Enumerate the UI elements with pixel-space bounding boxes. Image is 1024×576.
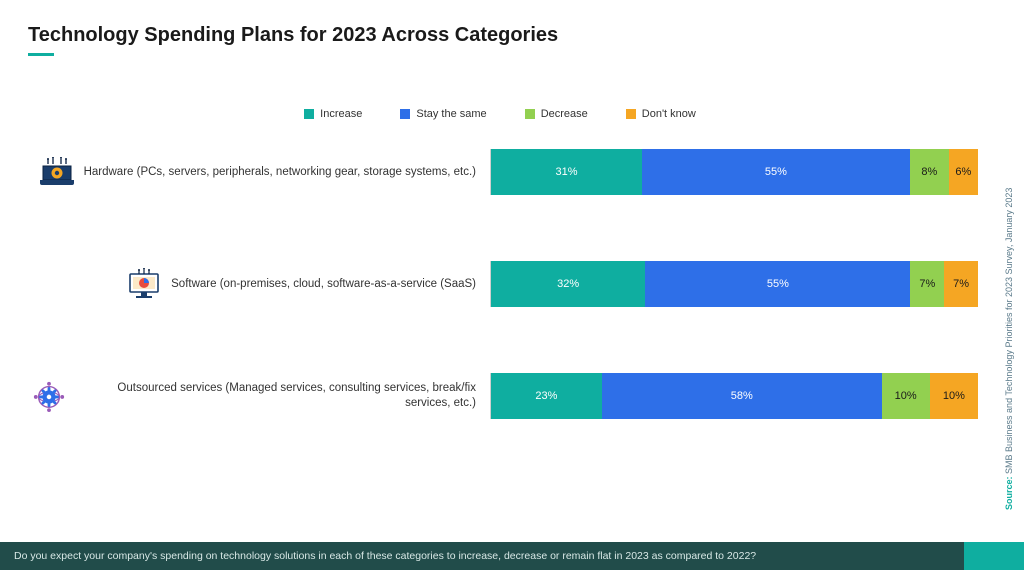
- row-label-text: Outsourced services (Managed services, c…: [76, 381, 476, 411]
- bar-segment: 7%: [910, 261, 944, 307]
- bar-segment: 58%: [602, 373, 882, 419]
- legend-item: Increase: [304, 108, 362, 120]
- chart-area: Hardware (PCs, servers, peripherals, net…: [28, 140, 978, 476]
- bar-segment: 10%: [930, 373, 978, 419]
- bar-segment: 7%: [944, 261, 978, 307]
- laptop-icon: [40, 155, 74, 189]
- bar-segment: 31%: [491, 149, 642, 195]
- title-underline: [28, 53, 54, 56]
- bar-segment: 55%: [645, 261, 910, 307]
- stacked-bar: 31%55%8%6%: [491, 149, 978, 195]
- stacked-bar: 23%58%10%10%: [491, 373, 978, 419]
- bar-segment: 55%: [642, 149, 910, 195]
- legend-label: Decrease: [541, 108, 588, 120]
- chart-row: Hardware (PCs, servers, peripherals, net…: [28, 140, 978, 204]
- footer-question: Do you expect your company's spending on…: [0, 542, 964, 570]
- legend-item: Decrease: [525, 108, 588, 120]
- globe-gear-icon: [32, 379, 66, 413]
- legend-label: Stay the same: [416, 108, 486, 120]
- row-label: Hardware (PCs, servers, peripherals, net…: [28, 155, 490, 189]
- monitor-icon: [127, 267, 161, 301]
- bar-wrap: 23%58%10%10%: [490, 373, 978, 419]
- bar-wrap: 32%55%7%7%: [490, 261, 978, 307]
- bar-segment: 23%: [491, 373, 602, 419]
- legend-swatch: [525, 109, 535, 119]
- bar-segment: 6%: [949, 149, 978, 195]
- legend: Increase Stay the same Decrease Don't know: [0, 108, 1000, 120]
- legend-item: Stay the same: [400, 108, 486, 120]
- row-label-text: Software (on-premises, cloud, software-a…: [171, 277, 476, 292]
- title-area: Technology Spending Plans for 2023 Acros…: [28, 24, 558, 56]
- bar-segment: 32%: [491, 261, 645, 307]
- chart-title: Technology Spending Plans for 2023 Acros…: [28, 24, 558, 47]
- row-label: Outsourced services (Managed services, c…: [28, 379, 490, 413]
- chart-row: Software (on-premises, cloud, software-a…: [28, 252, 978, 316]
- footer-bar: Do you expect your company's spending on…: [0, 542, 1024, 570]
- footer-accent: [964, 542, 1024, 570]
- bar-segment: 10%: [882, 373, 930, 419]
- legend-label: Don't know: [642, 108, 696, 120]
- row-label-text: Hardware (PCs, servers, peripherals, net…: [84, 165, 476, 180]
- legend-swatch: [626, 109, 636, 119]
- source-citation: Source: SMB Business and Technology Prio…: [1002, 130, 1016, 510]
- bar-segment: 8%: [910, 149, 949, 195]
- stacked-bar: 32%55%7%7%: [491, 261, 978, 307]
- legend-item: Don't know: [626, 108, 696, 120]
- legend-label: Increase: [320, 108, 362, 120]
- bar-wrap: 31%55%8%6%: [490, 149, 978, 195]
- row-label: Software (on-premises, cloud, software-a…: [28, 267, 490, 301]
- legend-swatch: [400, 109, 410, 119]
- chart-row: Outsourced services (Managed services, c…: [28, 364, 978, 428]
- legend-swatch: [304, 109, 314, 119]
